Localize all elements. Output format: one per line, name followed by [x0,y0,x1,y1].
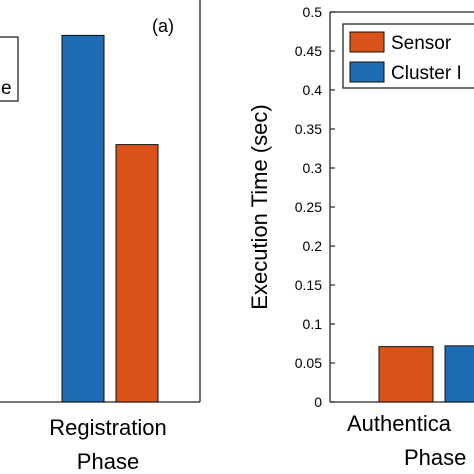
y-tick-label: 0.35 [295,121,322,137]
right-legend: Sensor Cluster I [342,23,474,89]
legend-label-1: Sensor [391,33,452,54]
y-tick-label: 0.45 [295,43,322,59]
right-category-labels: Authentica Phase [347,411,466,470]
right-y-ticks: 0 0.05 0.1 0.15 0.2 0.25 0.3 0.35 0.4 0.45 0.5 [295,4,335,410]
y-tick-label: 0.1 [303,316,323,332]
right-bars [378,345,474,403]
y-tick-label: 0.3 [303,160,323,176]
legend-swatch-2 [349,61,385,83]
left-bars [61,34,159,403]
panel-b: 0 0.05 0.1 0.15 0.2 0.25 0.3 0.35 0.4 0.45 0.5 Aut… [247,4,474,470]
left-category-labels: Registration Phase [49,415,166,474]
panel-a: (a) Registration Phase e [0,0,201,474]
right-category-label-line-2: Phase [404,445,466,470]
y-tick-label: 0.05 [295,355,322,371]
left-category-label-line-1: Registration [49,415,166,440]
left-legend: e [0,36,19,102]
left-category-label-line-2: Phase [77,449,139,474]
left-legend-box [0,36,19,102]
right-category-label-line-1: Authentica [347,411,452,436]
panel-label-a: (a) [152,16,174,36]
legend-label-2: Cluster I [391,63,462,84]
legend-swatch-1 [349,31,385,53]
y-tick-label: 0.4 [303,82,323,98]
bar-cluster-i [444,345,474,403]
y-tick-label: 0.2 [303,238,323,254]
y-tick-label: 0.15 [295,277,322,293]
y-tick-label: 0.5 [303,4,323,20]
bar-sensor [378,346,434,403]
y-tick-label: 0.25 [295,199,322,215]
bar-left-series-1 [61,34,105,403]
bar-left-series-2 [115,144,159,403]
left-legend-text: e [1,78,12,99]
right-y-axis-title: Execution Time (sec) [247,104,272,309]
y-tick-label: 0 [314,394,322,410]
